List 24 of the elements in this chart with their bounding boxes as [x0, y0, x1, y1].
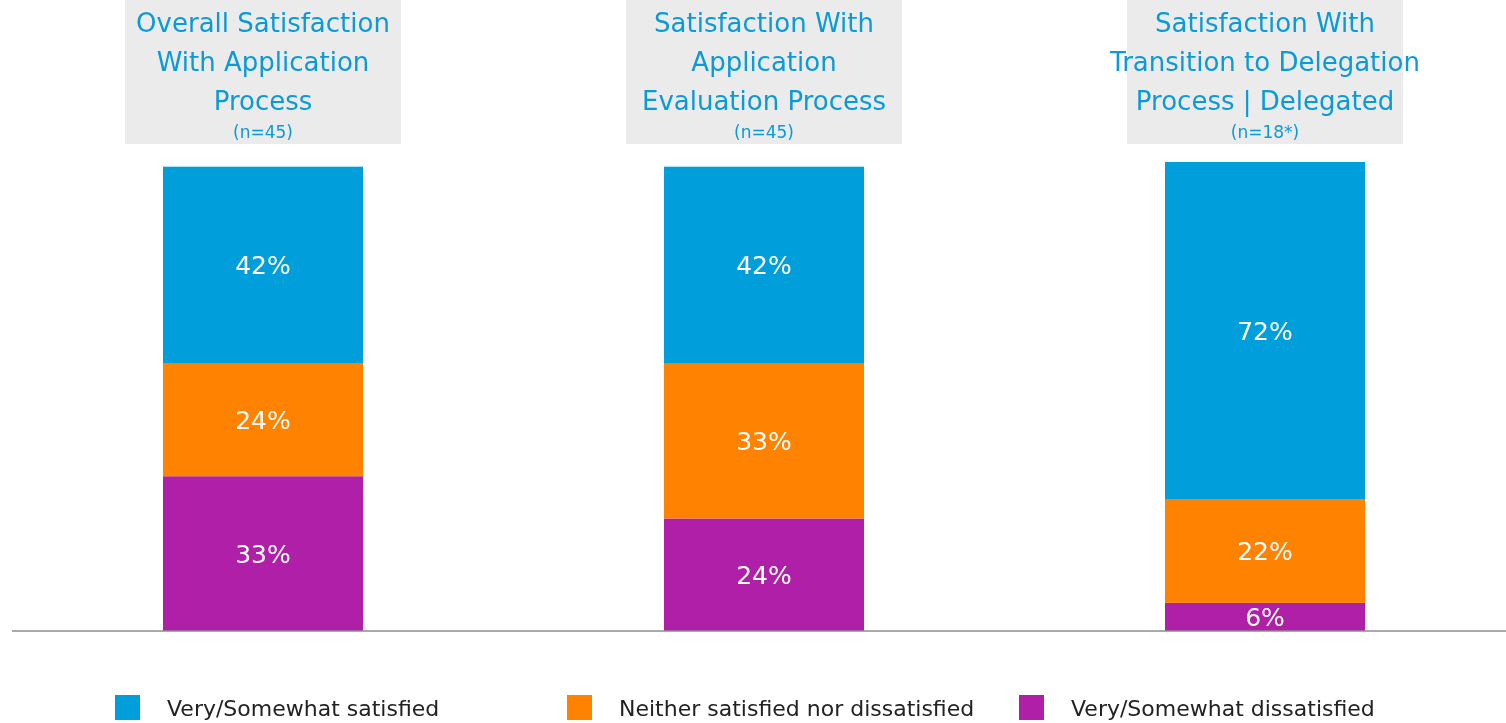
- legend-label: Neither satisfied nor dissatisfied: [619, 696, 975, 721]
- legend-label: Very/Somewhat dissatisfied: [1071, 696, 1375, 721]
- bar: [163, 363, 363, 477]
- data-label: 22%: [1237, 537, 1293, 567]
- bar: [664, 166, 864, 364]
- x-tick-label: Satisfaction With Application Evaluation Process (n=45): [641, 8, 887, 142]
- data-label: 33%: [235, 539, 291, 569]
- legend-label: Very/Somewhat satisfied: [167, 696, 440, 721]
- data-label: 42%: [235, 251, 291, 281]
- x-tick-label: Overall Satisfaction With Application Process (n=45): [136, 8, 390, 142]
- x-tick-label: Satisfaction With Transition to Delegation Process | Delegated (n=18*): [1109, 8, 1420, 142]
- bar: [1165, 499, 1365, 603]
- bar: [664, 363, 864, 519]
- bar: [1165, 162, 1365, 500]
- bar: [664, 518, 864, 631]
- data-label: 24%: [736, 560, 792, 590]
- data-label: 42%: [736, 251, 792, 281]
- data-label: 72%: [1237, 316, 1293, 346]
- bar: [163, 476, 363, 631]
- bar: [163, 166, 363, 364]
- data-label: 24%: [235, 405, 291, 435]
- data-label: 6%: [1245, 602, 1285, 632]
- data-label: 33%: [736, 427, 792, 457]
- bar: [1165, 602, 1365, 631]
